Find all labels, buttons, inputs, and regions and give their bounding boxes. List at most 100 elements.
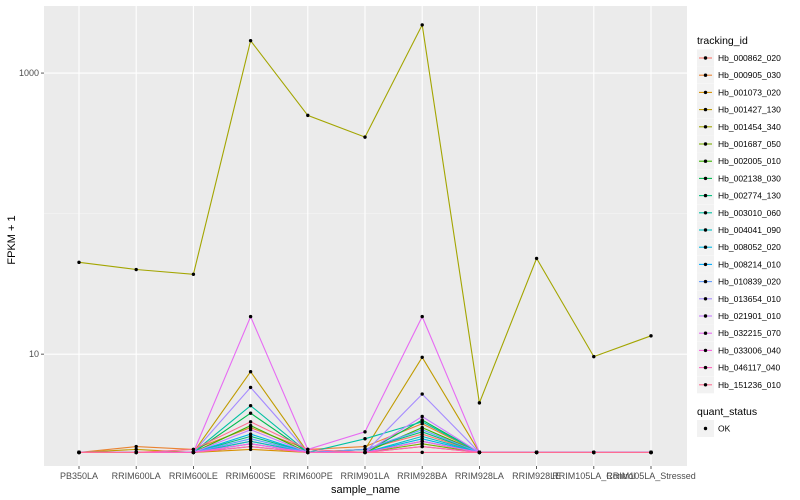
data-point [363, 135, 367, 139]
legend-item: Hb_013654_010 [697, 290, 781, 308]
data-point [363, 450, 367, 455]
legend-key-point [703, 90, 708, 95]
legend-shape-label: OK [718, 424, 731, 434]
legend-key-point [703, 193, 708, 198]
data-point [420, 434, 424, 439]
data-point [306, 113, 310, 118]
data-point [248, 420, 253, 424]
data-point [420, 450, 424, 455]
legend-shape-items: OK [697, 420, 731, 437]
legend-key-point [703, 383, 708, 387]
legend-label: Hb_002138_030 [718, 173, 781, 183]
legend-item: Hb_001427_130 [697, 101, 781, 119]
legend-item: Hb_002138_030 [697, 169, 781, 187]
data-point [420, 439, 424, 443]
axes: 10 1000 PB350LA RRIM600LA RRIM600LE RRIM600SE… [19, 68, 696, 481]
data-point [248, 444, 253, 449]
data-point [191, 272, 196, 276]
x-tick-label: RRIM928LE [512, 471, 561, 481]
legend-item: Hb_033006_040 [697, 341, 781, 359]
x-axis-title: sample_name [331, 484, 400, 496]
legend-key-point [703, 107, 708, 112]
legend-label: Hb_032215_070 [718, 328, 781, 338]
x-tick-label: RRIM600SE [226, 471, 276, 481]
data-point [477, 450, 482, 455]
legend-item: Hb_021901_010 [697, 307, 781, 325]
x-tick-label: RRIM105LA_Stressed [606, 471, 696, 481]
x-tick-label: RRIM901LA [340, 471, 389, 481]
data-point [248, 403, 253, 408]
legend-colour-title: tracking_id [697, 35, 748, 47]
data-point [363, 447, 367, 452]
y-axis-title: FPKM + 1 [6, 215, 18, 264]
data-point [77, 260, 81, 265]
legend-item: Hb_001454_340 [697, 118, 781, 136]
data-point [248, 447, 253, 452]
data-point [363, 437, 367, 441]
legend-key-point [703, 211, 708, 215]
x-tick-label: RRIM600LE [169, 471, 218, 481]
legend-label: Hb_001073_020 [718, 87, 781, 97]
x-tick-label: PB350LA [60, 471, 98, 481]
data-point [420, 392, 424, 396]
legend-colour-items: Hb_000862_020 Hb_000905_030 Hb_001073_020 H… [697, 49, 781, 394]
legend-key-point [703, 279, 708, 284]
legend-key-point [703, 159, 708, 163]
data-point [534, 450, 539, 455]
legend-key-point [703, 245, 708, 249]
legend-label: Hb_002005_010 [718, 156, 781, 166]
legend-label: Hb_151236_010 [718, 380, 781, 390]
data-point [363, 430, 367, 434]
data-point [649, 450, 653, 455]
legend-item: Hb_046117_040 [697, 359, 781, 377]
x-tick-label: RRIM600LA [112, 471, 161, 481]
data-point [420, 428, 424, 432]
legend-key-point [703, 176, 708, 181]
data-point [248, 423, 253, 428]
legend-key-point [703, 228, 708, 232]
legend-key-point [703, 297, 708, 301]
y-tick-label: 10 [29, 349, 39, 359]
legend-label: Hb_008214_010 [718, 259, 781, 269]
major-gridlines [44, 6, 687, 466]
legend-label: Hb_003010_060 [718, 208, 781, 218]
x-tick-label: RRIM600PE [283, 471, 333, 481]
legend-label: Hb_046117_040 [718, 363, 781, 373]
legend-label: Hb_001427_130 [718, 105, 781, 115]
data-point [420, 420, 424, 424]
legend-item: Hb_002774_130 [697, 187, 781, 205]
data-point [306, 450, 310, 455]
legend-label: Hb_000862_020 [718, 53, 781, 63]
legend-label: Hb_008052_020 [718, 242, 781, 252]
data-point [248, 385, 253, 390]
data-point [248, 370, 253, 374]
legend-label: Hb_001454_340 [718, 122, 781, 132]
data-point [592, 354, 596, 359]
data-point [191, 447, 196, 452]
legend-label: Hb_000905_030 [718, 70, 781, 80]
data-point [134, 447, 138, 452]
legend-key-point [703, 142, 708, 146]
legend-key-point [703, 125, 708, 129]
data-point [592, 450, 596, 455]
data-point [420, 437, 424, 441]
legend-key-point [703, 314, 708, 318]
data-point [191, 450, 196, 455]
legend-key-point [703, 73, 708, 77]
data-point [77, 450, 81, 455]
data-point [420, 414, 424, 419]
y-tick-label: 1000 [19, 68, 39, 78]
legend-label: Hb_013654_010 [718, 294, 781, 304]
data-point [363, 444, 367, 449]
legend-label: Hb_021901_010 [718, 311, 781, 321]
data-point [420, 442, 424, 446]
legend-shape-point [703, 426, 708, 431]
data-point [420, 314, 424, 319]
legend-item: Hb_004041_090 [697, 221, 781, 239]
data-point [248, 437, 253, 441]
data-point [248, 411, 253, 415]
legend-item: Hb_000862_020 [697, 49, 781, 67]
legend-label: Hb_002774_130 [718, 191, 781, 201]
legend-key-point [703, 365, 708, 370]
